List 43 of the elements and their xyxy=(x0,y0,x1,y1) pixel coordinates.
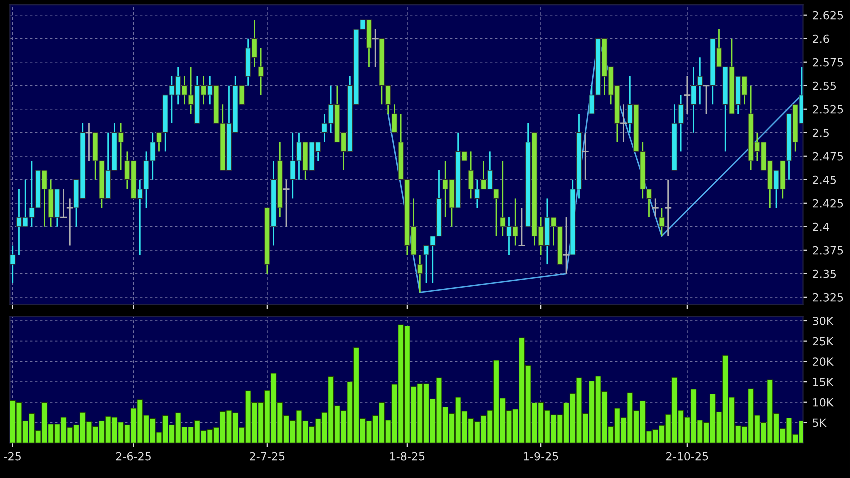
y-tick-label: 20K xyxy=(813,358,834,366)
candlestick xyxy=(563,216,570,275)
x-tick-label: -25 xyxy=(4,452,21,461)
x-tick-label: 2-10-25 xyxy=(666,452,708,461)
x-tick-label: 1-9-25 xyxy=(524,452,558,461)
candlestick xyxy=(620,104,628,143)
candlestick xyxy=(372,28,379,68)
candlestick xyxy=(652,198,659,218)
y-tick-label: 30K xyxy=(813,316,834,326)
y-tick-label: 2.4 xyxy=(813,222,830,232)
candlestick xyxy=(665,179,672,238)
candlestick xyxy=(60,188,68,218)
candlestick xyxy=(582,132,589,181)
y-tick-label: 2.6 xyxy=(813,34,830,44)
y-tick-label: 2.575 xyxy=(813,58,844,67)
candlestick xyxy=(417,254,424,294)
y-tick-label: 15K xyxy=(814,378,834,386)
candlestick xyxy=(10,245,16,284)
y-tick-label: 10K xyxy=(814,398,834,407)
y-tick-label: 2.525 xyxy=(813,105,844,114)
y-tick-label: 5K xyxy=(813,418,827,428)
y-tick-label: 2.325 xyxy=(813,293,844,302)
y-tick-label: 2.55 xyxy=(813,82,836,90)
candlestick xyxy=(659,207,665,238)
y-tick-label: 2.625 xyxy=(813,11,844,20)
x-tick-label: 1-8-25 xyxy=(390,452,425,461)
y-tick-label: 2.425 xyxy=(813,199,844,208)
candlestick xyxy=(258,48,264,96)
candlestick xyxy=(66,198,74,246)
x-tick-label: 2-6-25 xyxy=(116,452,151,461)
x-tick-label: 2-7-25 xyxy=(250,452,285,461)
candlestick xyxy=(684,76,691,115)
y-tick-label: 2.45 xyxy=(813,176,836,184)
candlestick xyxy=(703,85,710,115)
candlestick xyxy=(392,104,398,134)
candlestick xyxy=(518,207,526,246)
candlestick xyxy=(283,179,290,228)
y-tick-label: 2.5 xyxy=(813,128,829,138)
y-tick-label: 2.475 xyxy=(813,152,844,161)
y-tick-label: 2.375 xyxy=(813,246,844,255)
y-tick-label: 25K xyxy=(813,337,834,346)
candlestick xyxy=(86,122,92,162)
y-tick-label: 2.35 xyxy=(813,270,836,278)
